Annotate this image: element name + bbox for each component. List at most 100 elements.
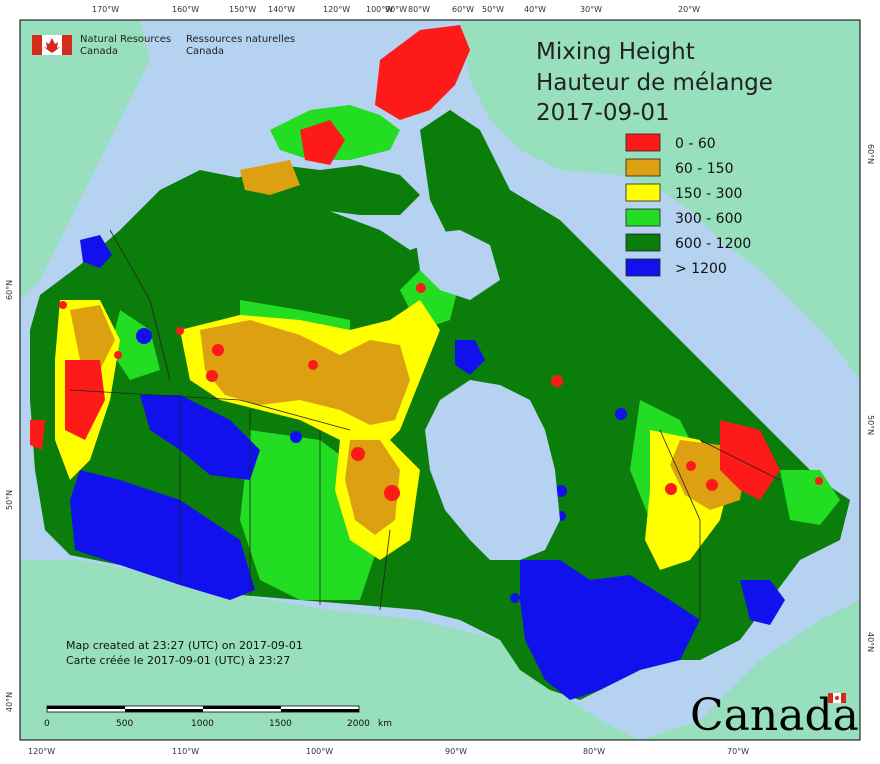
graticule-label-right: 40°N: [866, 632, 875, 652]
red-spot: [114, 351, 122, 359]
legend-label: 0 - 60: [675, 136, 716, 152]
graticule-label-top: 160°W: [172, 5, 199, 14]
provincial-boundaries: [69, 229, 781, 620]
blue-spot: [555, 485, 567, 497]
graticule-label-top: 140°W: [268, 5, 295, 14]
red-spot: [384, 485, 400, 501]
red-spot: [815, 477, 823, 485]
blue-spot: [615, 408, 627, 420]
graticule-label-top: 20°W: [678, 5, 700, 14]
graticule-right: 60°N 50°N 40°N: [866, 144, 875, 652]
graticule-label-bottom: 90°W: [445, 747, 467, 756]
hudson-bay: [425, 380, 560, 560]
legend-swatch: [625, 208, 661, 227]
created-note-en: Map created at 23:27 (UTC) on 2017-09-01: [66, 639, 303, 652]
sixtieth-parallel: [69, 389, 351, 431]
graticule-label-top: 40°W: [524, 5, 546, 14]
canada-wordmark: Canada: [690, 690, 859, 741]
red-spot: [706, 479, 718, 491]
nrcan-signature: Natural Resources Canada Ressources natu…: [32, 34, 295, 57]
map-date: 2017-09-01: [536, 100, 670, 126]
scale-bar-segment: [281, 709, 359, 712]
map-title-block: Mixing Height Hauteur de mélange 2017-09…: [536, 39, 773, 126]
foreign-land: [20, 20, 860, 740]
united-states: [20, 560, 640, 740]
zone-60-150: [70, 160, 745, 535]
wordmark-flag-icon: [828, 693, 846, 703]
scale-bar-segment: [203, 706, 281, 709]
graticule-bottom: 120°W 110°W 100°W 90°W 80°W 70°W: [28, 747, 749, 756]
orange-zone-arctic: [240, 160, 300, 195]
red-spot: [351, 447, 365, 461]
legend-label: > 1200: [675, 261, 727, 277]
blue-zone-central: [140, 395, 260, 480]
red-zone-labrador: [720, 420, 780, 500]
map-frame: [19, 19, 861, 741]
blue-zone-ontario-south: [520, 560, 700, 700]
ellesmere-island: [375, 25, 470, 120]
blue-zone-yukon: [80, 235, 112, 268]
agency-name-en-line1: Natural Resources: [80, 34, 171, 45]
blue-zone-nova-scotia: [740, 580, 785, 625]
graticule-label-top: 50°W: [482, 5, 504, 14]
graticule-label-top: 90°W: [385, 5, 407, 14]
scale-unit-label: km: [378, 719, 392, 729]
legend-swatch: [625, 158, 661, 177]
graticule-label-top: 120°W: [323, 5, 350, 14]
maple-leaf-icon: [44, 38, 60, 53]
quebec-labrador-boundary: [699, 439, 781, 481]
greenland: [460, 20, 860, 380]
scale-tick-label: 1500: [269, 719, 292, 729]
agency-name-fr-line1: Ressources naturelles: [186, 34, 295, 45]
green-zone-newfoundland: [780, 470, 840, 525]
flag-right-band: [62, 35, 72, 55]
scale-tick-label: 0: [44, 719, 50, 729]
graticule-label-bottom: 80°W: [583, 747, 605, 756]
zone-over-1200: [70, 235, 785, 700]
created-note-fr: Carte créée le 2017-09-01 (UTC) à 23:27: [66, 654, 290, 667]
blue-spots: [136, 328, 627, 603]
red-spot: [59, 301, 67, 309]
scale-bar-segment: [47, 706, 125, 709]
quebec-ontario-boundary: [659, 429, 701, 620]
graticule-label-bottom: 70°W: [727, 747, 749, 756]
agency-name-fr-line2: Canada: [186, 46, 224, 57]
blue-zone-southwest: [70, 470, 255, 600]
baffin-island: [420, 110, 520, 260]
foxe-basin: [415, 230, 500, 300]
scale-tick-label: 1000: [191, 719, 214, 729]
legend-label: 300 - 600: [675, 211, 742, 227]
red-zone-vancouver-island: [30, 420, 45, 450]
red-spots: [59, 283, 823, 501]
graticule-label-top: 30°W: [580, 5, 602, 14]
scale-bar: 0 500 1000 1500 2000 km: [44, 705, 392, 729]
red-spot: [206, 370, 218, 382]
graticule-left: 60°N 50°N 40°N: [5, 280, 14, 712]
orange-zone-north: [200, 320, 410, 425]
red-spot: [308, 360, 318, 370]
green-zone-northwest: [110, 310, 160, 380]
zone-0-60: [30, 120, 780, 500]
wordmark-flag-right: [841, 693, 846, 703]
us-northeast: [640, 600, 860, 740]
wordmark-flag-left: [828, 693, 833, 703]
legend-swatch: [625, 233, 661, 252]
flag-left-band: [32, 35, 42, 55]
legend-swatch: [625, 258, 661, 277]
legend-swatch: [625, 183, 661, 202]
graticule-top: 170°W 160°W 150°W 140°W 120°W 100°W 90°W…: [92, 5, 700, 14]
wordmark-maple-leaf-icon: [835, 696, 839, 700]
red-spot: [416, 283, 426, 293]
graticule-label-left: 40°N: [5, 692, 14, 712]
map-title-en: Mixing Height: [536, 39, 695, 65]
graticule-label-left: 60°N: [5, 280, 14, 300]
legend-label: 60 - 150: [675, 161, 734, 177]
graticule-label-top: 100°W: [366, 5, 393, 14]
graticule-label-top: 170°W: [92, 5, 119, 14]
blue-spot: [290, 431, 302, 443]
legend: 0 - 60 60 - 150 150 - 300 300 - 600 600 - 12…: [625, 133, 751, 277]
graticule-label-top: 60°W: [452, 5, 474, 14]
graticule-label-top: 150°W: [229, 5, 256, 14]
